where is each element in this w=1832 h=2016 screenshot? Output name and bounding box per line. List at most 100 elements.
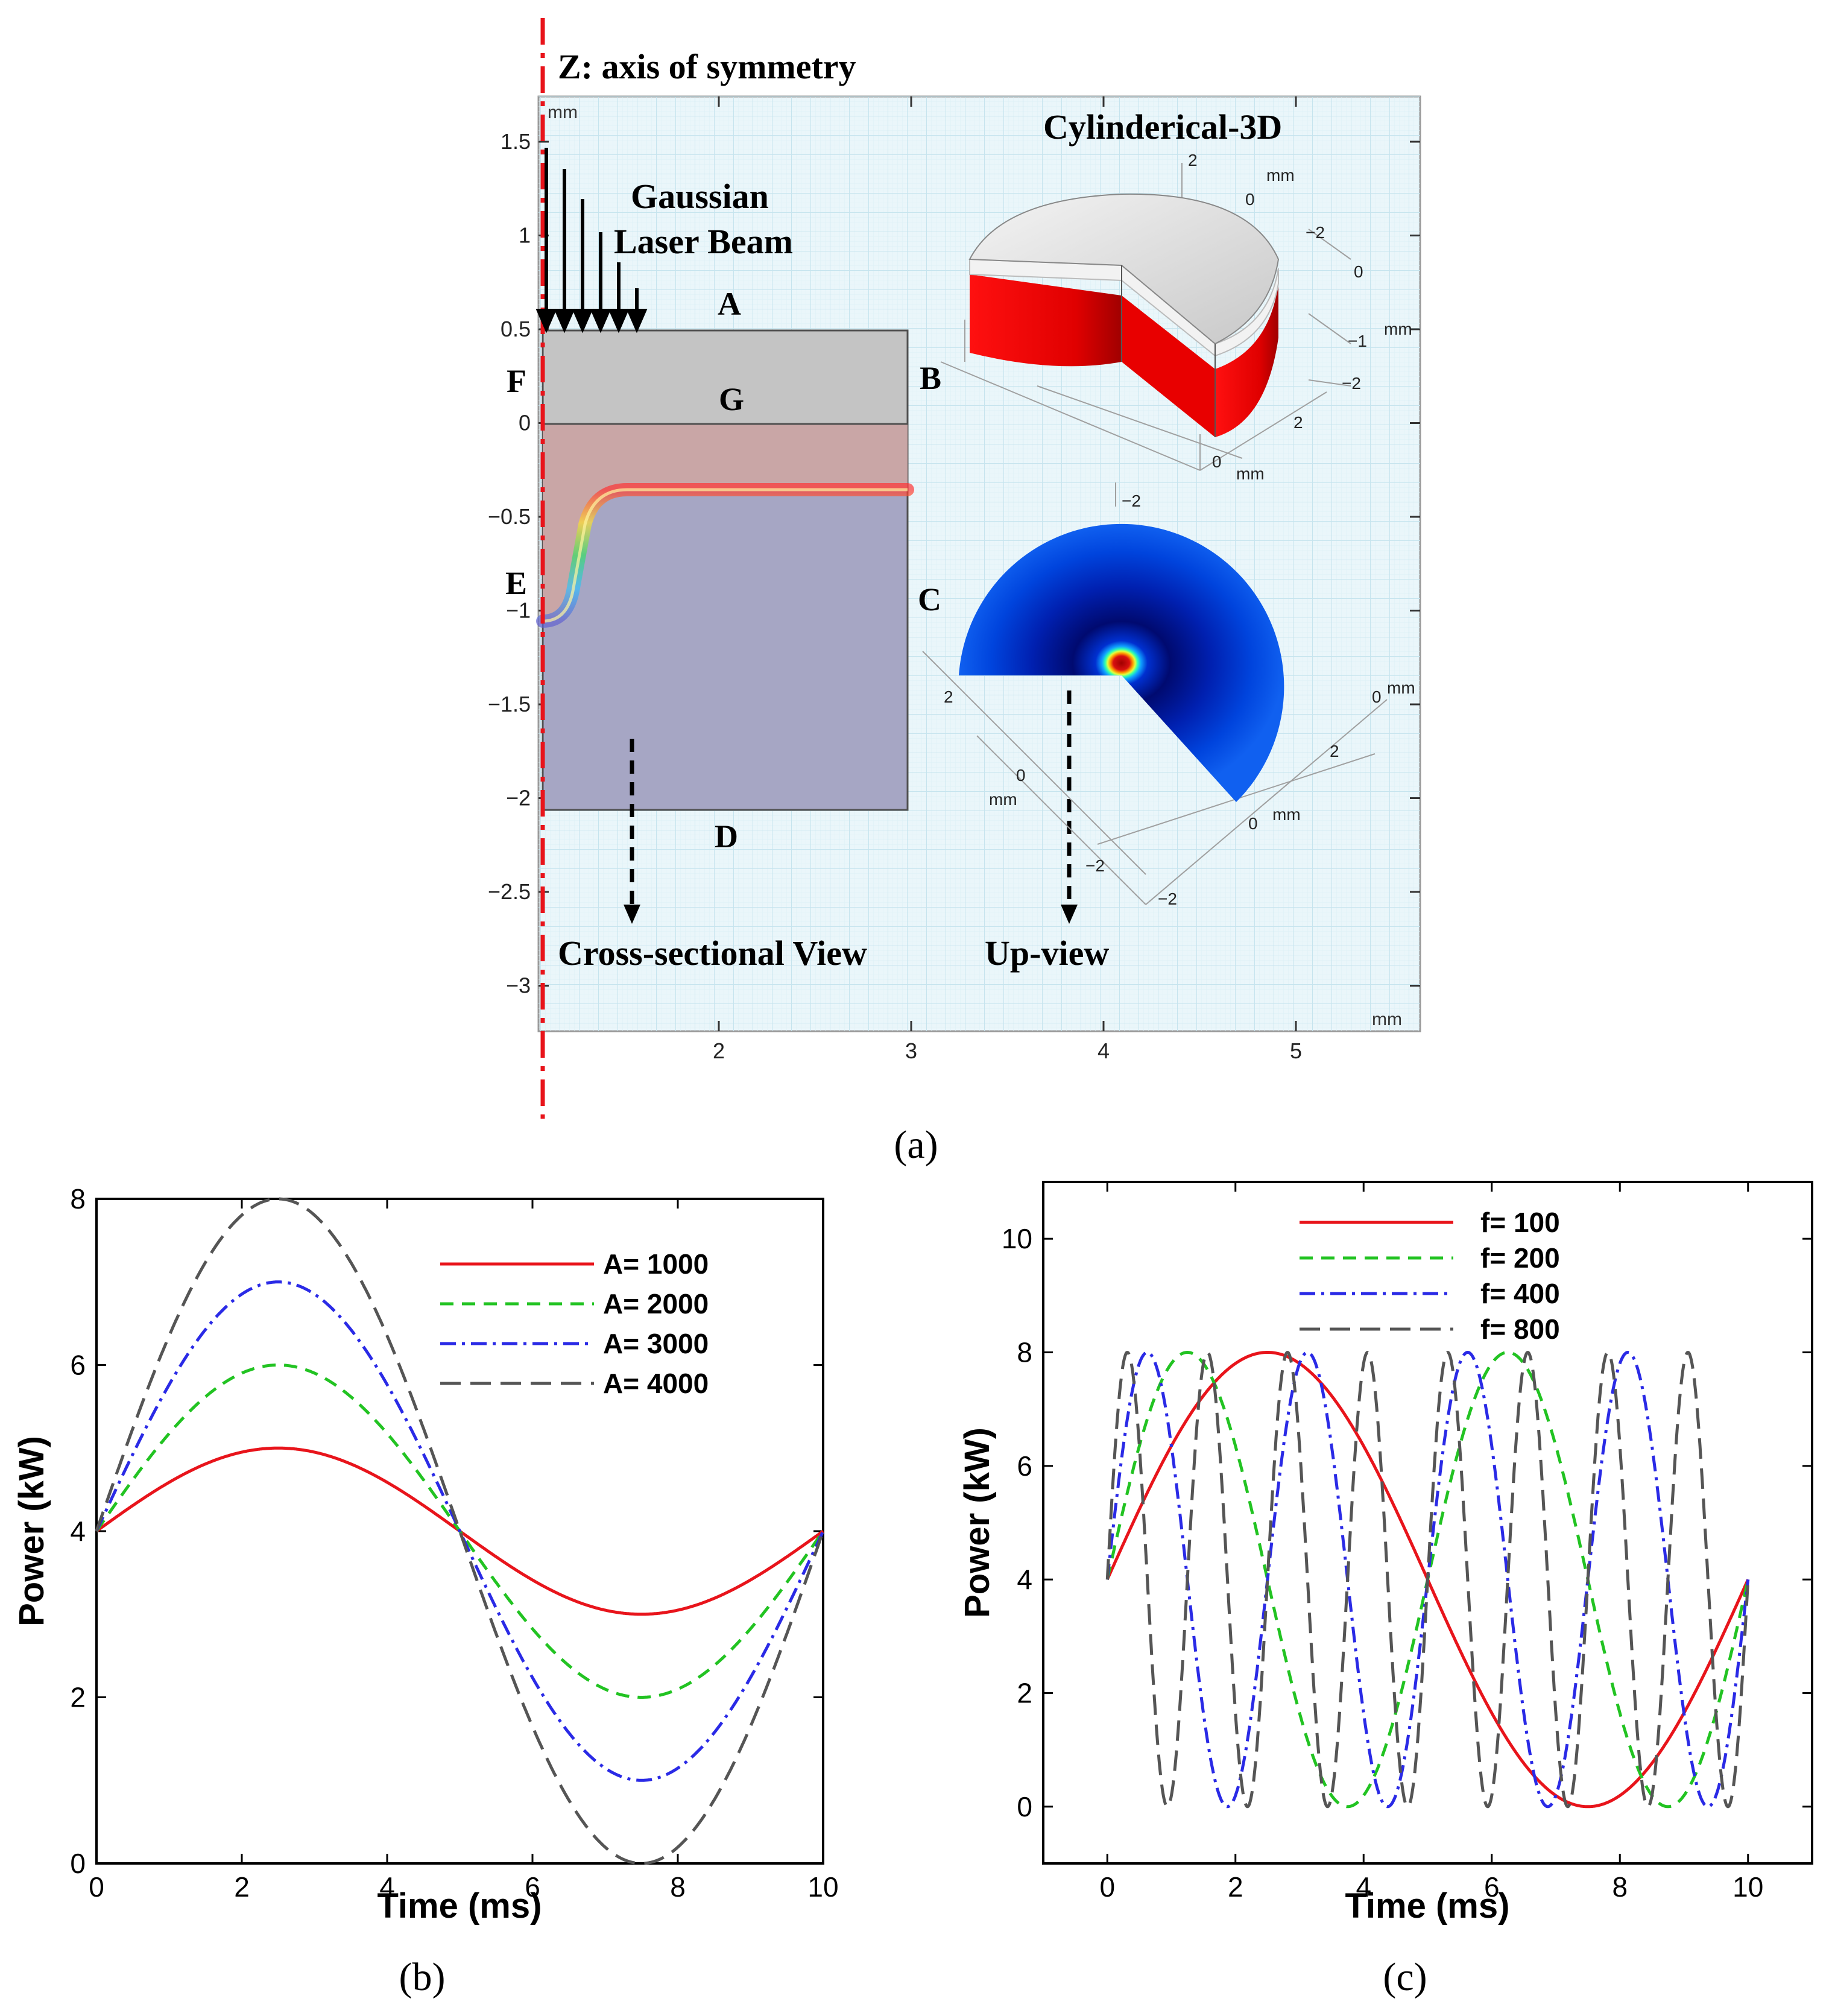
panel-a-y-unit: mm xyxy=(548,103,578,122)
boundary-label-f: F xyxy=(507,363,526,399)
melt-pool-region xyxy=(543,424,908,621)
panel-a-label: (a) xyxy=(894,1123,938,1167)
panel-c-plot-frame xyxy=(1042,1181,1813,1865)
legend-label-2: f= 200 xyxy=(1480,1242,1560,1274)
panel-a-y-tick-label: −0.5 xyxy=(488,504,531,529)
svg-text:−2: −2 xyxy=(1306,223,1325,242)
up-view-arrowhead xyxy=(1061,905,1078,924)
boundary-label-a: A xyxy=(718,286,741,322)
svg-text:0: 0 xyxy=(1245,190,1255,209)
x-tick-label: 0 xyxy=(89,1871,104,1903)
panel-c-x-label: Time (ms) xyxy=(1345,1886,1510,1926)
panel-a-y-tick-label: −1 xyxy=(506,598,531,623)
cylinder-coating-band xyxy=(969,258,1279,357)
panel-b-chart: 0 2 4 6 8 10 0 2 4 6 8 A= 1000 A= 2000 A= 3000 A= 400… xyxy=(12,1183,839,1999)
panel-b-ticks: 0 2 4 6 8 10 0 2 4 6 8 xyxy=(70,1183,838,1903)
up-view-temperature-field xyxy=(959,523,1284,802)
legend-label-3: A= 3000 xyxy=(603,1328,709,1359)
panel-c-ticks: 0 2 4 6 8 10 0 2 4 6 8 10 xyxy=(1002,1182,1812,1903)
legend-label-4: A= 4000 xyxy=(603,1368,709,1399)
svg-text:mm: mm xyxy=(1236,464,1265,483)
svg-text:mm: mm xyxy=(1272,805,1301,824)
boundary-label-d: D xyxy=(715,818,738,855)
panel-a-y-ticks: 1.5 1 0.5 0 −0.5 −1 −1.5 −2 −2.5 −3 xyxy=(488,129,1420,998)
svg-text:−2: −2 xyxy=(1122,491,1141,510)
cylinder-outer-wall xyxy=(1215,283,1278,437)
svg-text:−2: −2 xyxy=(1342,374,1361,393)
series-line-4 xyxy=(1105,1351,1750,1809)
svg-text:−2: −2 xyxy=(1158,890,1177,908)
cylinder-3d-axes xyxy=(940,163,1351,471)
panel-a-y-tick-label: 1 xyxy=(519,223,531,248)
panel-b-plot-frame xyxy=(95,1198,824,1865)
svg-text:2: 2 xyxy=(1330,742,1339,760)
y-tick-label: 10 xyxy=(1002,1223,1032,1254)
boundary-label-e: E xyxy=(505,565,527,601)
panel-a-x-tick-label: 4 xyxy=(1098,1038,1110,1063)
panel-a-y-tick-label: 1.5 xyxy=(501,129,531,154)
svg-text:2: 2 xyxy=(944,687,953,706)
x-tick-label: 8 xyxy=(1612,1871,1628,1903)
series-line-3 xyxy=(95,1280,825,1782)
legend-label-1: f= 100 xyxy=(1480,1207,1560,1238)
panel-a-x-tick-label: 2 xyxy=(713,1038,725,1063)
panel-a: 1.5 1 0.5 0 −0.5 −1 −1.5 −2 −2.5 −3 2 3 4 5 mm mm Z:… xyxy=(488,18,1421,1167)
y-tick-label: 4 xyxy=(1017,1564,1032,1595)
panel-b-y-label: Power (kW) xyxy=(12,1436,51,1626)
x-tick-label: 10 xyxy=(807,1871,838,1903)
boundary-label-g: G xyxy=(719,381,744,417)
x-tick-label: 4 xyxy=(1356,1871,1371,1903)
up-view-label: Up-view xyxy=(985,934,1109,973)
legend-label-3: f= 400 xyxy=(1480,1278,1560,1309)
y-tick-label: 6 xyxy=(70,1350,86,1381)
y-tick-label: 0 xyxy=(70,1848,86,1879)
y-tick-label: 0 xyxy=(1017,1791,1032,1822)
panel-a-x-ticks: 2 3 4 5 xyxy=(713,96,1302,1063)
panel-a-x-tick-label: 5 xyxy=(1290,1038,1302,1063)
legend-label-1: A= 1000 xyxy=(603,1248,709,1280)
svg-text:mm: mm xyxy=(1387,678,1415,697)
beam-label-line2: Laser Beam xyxy=(614,222,793,261)
x-tick-label: 2 xyxy=(1228,1871,1243,1903)
panel-b-label: (b) xyxy=(399,1955,446,1999)
y-tick-label: 8 xyxy=(1017,1337,1032,1368)
melt-pool-boundary-highlight xyxy=(542,488,908,623)
panel-b-legend: A= 1000 A= 2000 A= 3000 A= 4000 xyxy=(440,1248,709,1399)
x-tick-label: 6 xyxy=(525,1871,540,1903)
x-tick-label: 10 xyxy=(1733,1871,1763,1903)
cylinder-3d-tick-labels: 2 0 mm −2 0 −1 mm −2 2 0 mm xyxy=(1188,151,1412,483)
x-tick-label: 6 xyxy=(1484,1871,1500,1903)
panel-c-series xyxy=(1105,1350,1750,1809)
cylinder-cut-face-left xyxy=(970,274,1122,367)
svg-text:2: 2 xyxy=(1293,413,1303,432)
panel-a-x-tick-label: 3 xyxy=(905,1038,917,1063)
svg-text:mm: mm xyxy=(989,790,1017,809)
svg-text:0: 0 xyxy=(1354,262,1363,281)
svg-text:0: 0 xyxy=(1248,814,1258,833)
panel-b-series xyxy=(95,1197,825,1865)
up-view-tick-labels: −2 2 mm 0 −2 −2 0 mm 2 0 mm xyxy=(944,491,1415,908)
y-tick-label: 2 xyxy=(1017,1678,1032,1709)
panel-a-y-tick-label: −1.5 xyxy=(488,692,531,716)
legend-label-2: A= 2000 xyxy=(603,1288,709,1319)
x-tick-label: 8 xyxy=(670,1871,686,1903)
boundary-label-b: B xyxy=(920,360,941,396)
x-tick-label: 2 xyxy=(234,1871,250,1903)
boundary-label-c: C xyxy=(918,581,941,618)
beam-label-line1: Gaussian xyxy=(631,177,769,216)
cylinder-cut-face-right xyxy=(1122,295,1215,437)
y-tick-label: 4 xyxy=(70,1515,86,1547)
y-tick-label: 8 xyxy=(70,1183,86,1215)
panel-a-y-tick-label: 0 xyxy=(519,411,531,435)
svg-text:0: 0 xyxy=(1212,452,1222,471)
symmetry-axis-label: Z: axis of symmetry xyxy=(558,47,856,86)
legend-label-4: f= 800 xyxy=(1480,1313,1560,1345)
panel-c-label: (c) xyxy=(1383,1955,1427,1999)
panel-a-y-tick-label: 0.5 xyxy=(501,317,531,341)
svg-text:−1: −1 xyxy=(1348,332,1367,350)
panel-c-legend: f= 100 f= 200 f= 400 f= 800 xyxy=(1300,1207,1560,1345)
panel-c-y-label: Power (kW) xyxy=(958,1427,997,1618)
cylinder-top-surface xyxy=(968,193,1280,345)
